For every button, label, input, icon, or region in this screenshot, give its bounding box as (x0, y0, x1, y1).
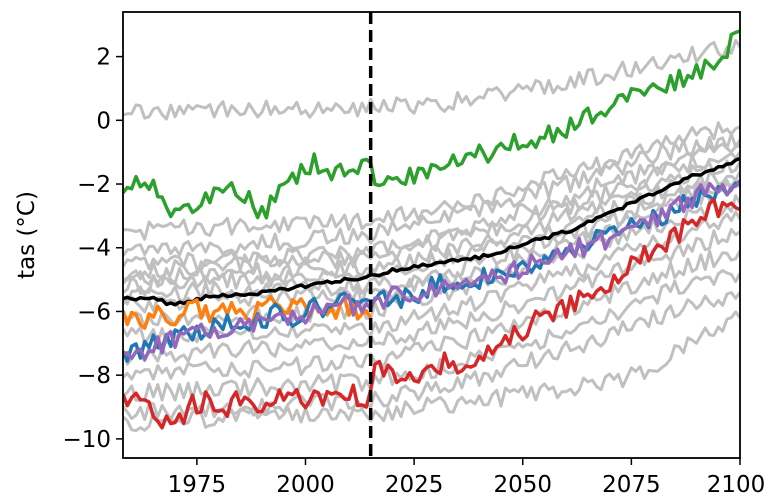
background-series-line (123, 249, 740, 381)
background-series-line (123, 269, 740, 402)
y-tick-label: −8 (77, 363, 111, 389)
series-line (123, 294, 373, 330)
y-tick-label: −10 (62, 427, 111, 453)
y-axis: −10 −8 −6 −4 −2 0 2 (62, 45, 123, 453)
background-series-line (123, 121, 740, 241)
background-series-line (123, 179, 740, 306)
background-series-line (123, 39, 740, 121)
highlighted-series-group (123, 29, 740, 430)
background-series-line (123, 169, 740, 295)
y-axis-label: tas (°C) (14, 191, 40, 279)
background-series-line (123, 132, 740, 257)
series-line (123, 179, 740, 362)
x-axis: 1975 2000 2025 2050 2075 2100 (168, 458, 766, 498)
series-line (123, 29, 740, 220)
y-tick-label: −2 (77, 172, 111, 198)
series-line (123, 197, 740, 430)
y-tick-label: 2 (96, 45, 111, 71)
x-tick-label: 2050 (493, 472, 552, 498)
background-series-line (123, 159, 740, 288)
x-tick-label: 2100 (707, 472, 766, 498)
x-tick-label: 2000 (276, 472, 335, 498)
background-series-line (123, 291, 740, 422)
x-tick-label: 1975 (168, 472, 227, 498)
background-series-line (123, 142, 740, 272)
y-tick-label: −4 (77, 236, 111, 262)
x-tick-label: 2075 (602, 472, 661, 498)
x-tick-label: 2025 (385, 472, 444, 498)
y-tick-label: 0 (96, 108, 111, 134)
y-tick-label: −6 (77, 299, 111, 325)
plot-frame (122, 11, 741, 459)
series-line (123, 156, 740, 307)
